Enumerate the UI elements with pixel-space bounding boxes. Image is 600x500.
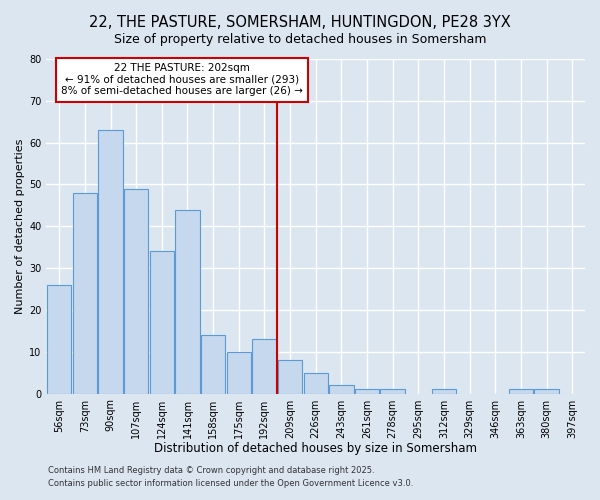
Bar bbox=[278, 360, 302, 394]
Bar bbox=[47, 285, 71, 394]
Bar bbox=[175, 210, 200, 394]
Bar bbox=[124, 188, 148, 394]
Text: Size of property relative to detached houses in Somersham: Size of property relative to detached ho… bbox=[114, 32, 486, 46]
Bar bbox=[73, 193, 97, 394]
Bar bbox=[304, 372, 328, 394]
Y-axis label: Number of detached properties: Number of detached properties bbox=[15, 138, 25, 314]
Bar bbox=[98, 130, 123, 394]
Bar bbox=[355, 390, 379, 394]
Bar bbox=[432, 390, 456, 394]
Bar bbox=[329, 385, 353, 394]
X-axis label: Distribution of detached houses by size in Somersham: Distribution of detached houses by size … bbox=[154, 442, 477, 455]
Bar bbox=[535, 390, 559, 394]
Bar bbox=[252, 339, 277, 394]
Bar bbox=[380, 390, 405, 394]
Text: 22 THE PASTURE: 202sqm
← 91% of detached houses are smaller (293)
8% of semi-det: 22 THE PASTURE: 202sqm ← 91% of detached… bbox=[61, 63, 303, 96]
Text: Contains HM Land Registry data © Crown copyright and database right 2025.
Contai: Contains HM Land Registry data © Crown c… bbox=[48, 466, 413, 487]
Bar bbox=[149, 252, 174, 394]
Bar bbox=[201, 335, 225, 394]
Bar bbox=[509, 390, 533, 394]
Text: 22, THE PASTURE, SOMERSHAM, HUNTINGDON, PE28 3YX: 22, THE PASTURE, SOMERSHAM, HUNTINGDON, … bbox=[89, 15, 511, 30]
Bar bbox=[227, 352, 251, 394]
